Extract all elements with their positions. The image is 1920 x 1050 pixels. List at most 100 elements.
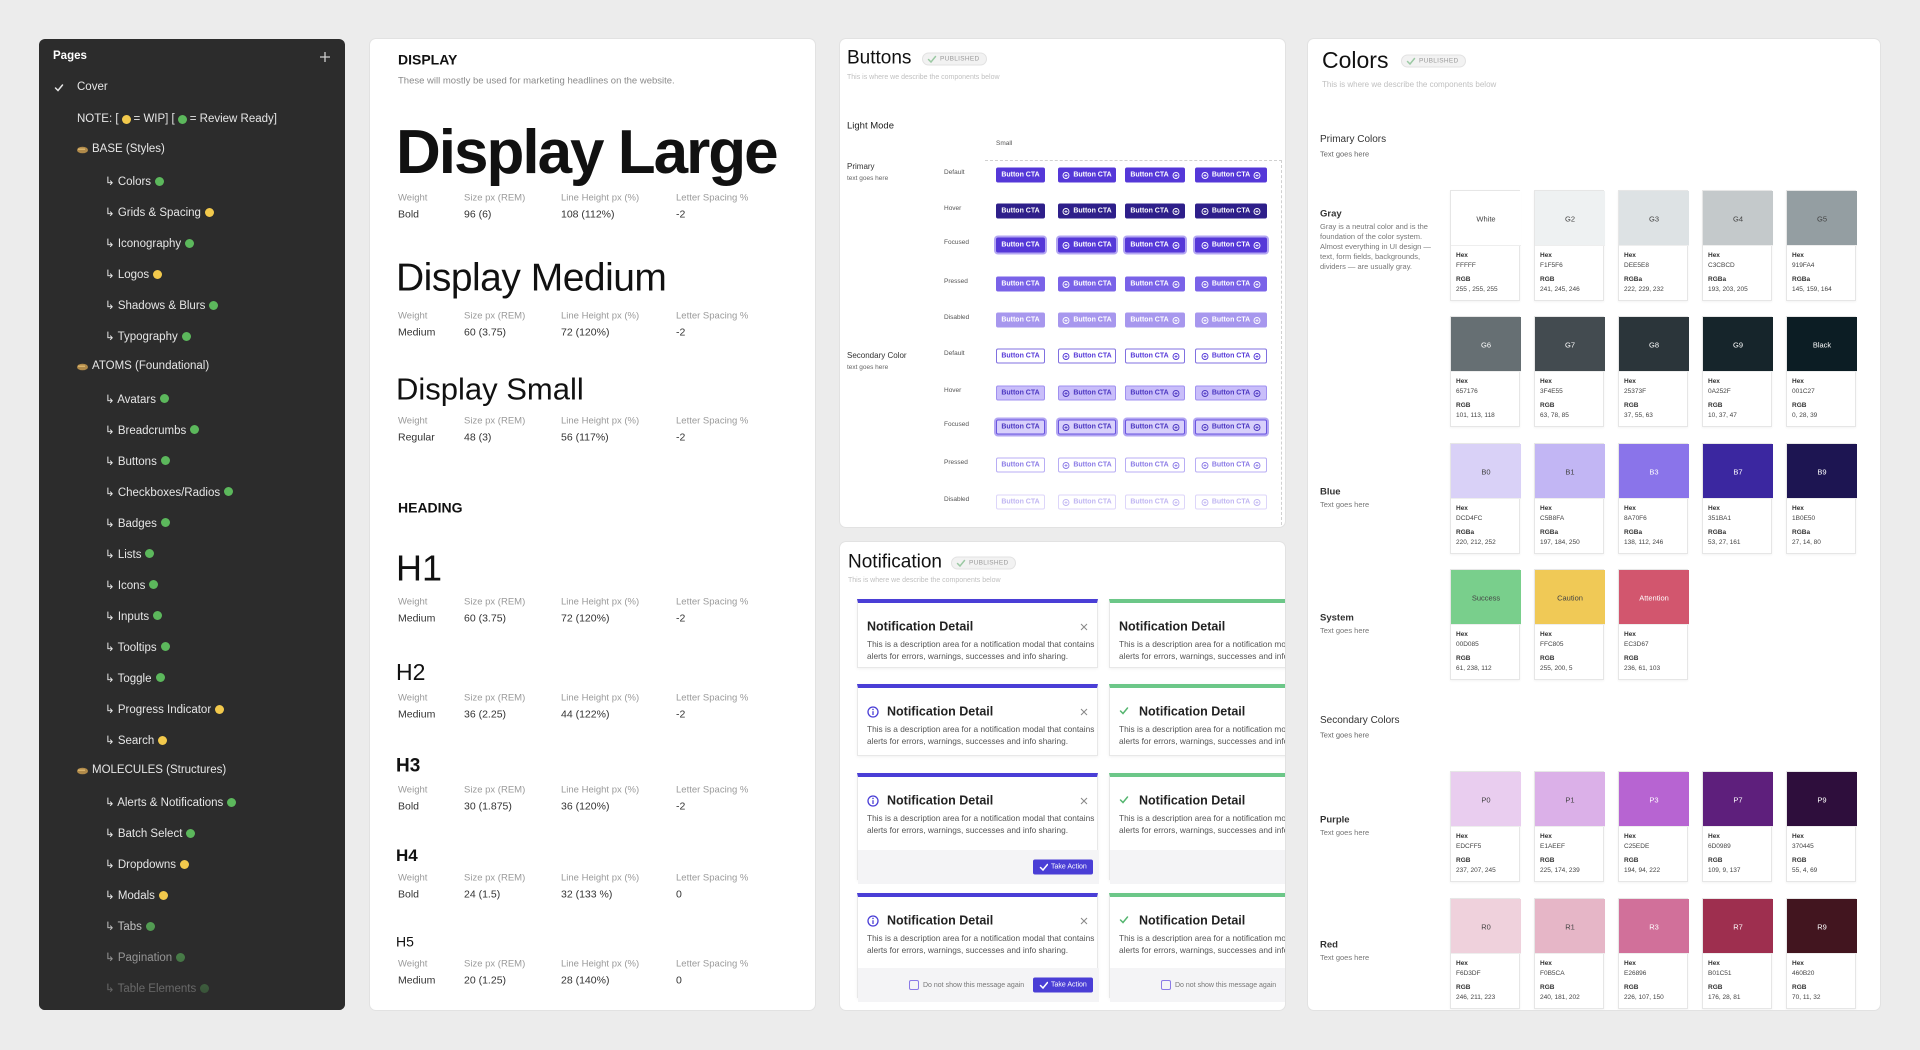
checkbox[interactable]: Do not show this message again <box>1161 980 1276 990</box>
page-label: ↳ Colors <box>105 176 152 189</box>
status-dot <box>186 828 196 838</box>
hex-label: Hex <box>1456 960 1468 968</box>
spec-value: -2 <box>676 326 686 339</box>
button[interactable]: Button CTA <box>996 312 1045 328</box>
spec-value: Medium <box>398 708 436 721</box>
action-button[interactable]: Take Action <box>1033 977 1093 993</box>
button[interactable]: Button CTA <box>1195 419 1267 435</box>
page-label: ↳ Batch Select <box>105 828 183 841</box>
button[interactable]: Button CTA <box>1195 276 1267 292</box>
action-button[interactable]: Take Action <box>1033 859 1093 875</box>
button[interactable]: Button CTA <box>996 276 1045 292</box>
swatch-color: P0 <box>1451 772 1521 827</box>
button[interactable]: Button CTA <box>1125 385 1185 401</box>
button[interactable]: Button CTA <box>996 419 1045 435</box>
color-swatch: P9 Hex 370445 RGB 55, 4, 69 <box>1786 771 1857 882</box>
button-label: Button CTA <box>1211 280 1251 288</box>
button[interactable]: Button CTA <box>1195 312 1267 328</box>
button[interactable]: Button CTA <box>1058 494 1116 510</box>
page-item: ↳ Logos <box>105 267 163 281</box>
group-label: Gray <box>1320 208 1342 220</box>
badge-text: PUBLISHED <box>969 559 1009 567</box>
current-page-check <box>54 84 64 92</box>
swatch-name: R0 <box>1481 922 1491 932</box>
button[interactable]: Button CTA <box>1125 494 1185 510</box>
page-item: ↳ Toggle <box>105 671 165 685</box>
button-label: Button CTA <box>1211 171 1251 179</box>
action-label: Take Action <box>1051 981 1087 989</box>
button-icon-part <box>1201 171 1209 179</box>
hex-value: F6D3DF <box>1456 970 1481 978</box>
badge-check <box>1406 57 1416 66</box>
spec-label: Weight <box>398 872 428 884</box>
hex-value: DEE5E8 <box>1624 262 1649 270</box>
button[interactable]: Button CTA <box>996 348 1045 364</box>
button[interactable]: Button CTA <box>1195 237 1267 253</box>
button[interactable]: Button CTA <box>1195 494 1267 510</box>
note-text: NOTE: [ <box>77 113 119 126</box>
checkbox[interactable]: Do not show this message again <box>909 980 1024 990</box>
swatch-color: B1 <box>1535 444 1605 499</box>
hex-value: 001C27 <box>1792 388 1815 396</box>
button[interactable]: Button CTA <box>1125 312 1185 328</box>
button[interactable]: Button CTA <box>996 457 1045 473</box>
button-label: Button CTA <box>1001 389 1040 397</box>
button[interactable]: Button CTA <box>1058 348 1116 364</box>
button[interactable]: Button CTA <box>1195 348 1267 364</box>
button[interactable]: Button CTA <box>996 385 1045 401</box>
hex-label: Hex <box>1456 833 1468 841</box>
hex-label: Hex <box>1456 252 1468 260</box>
type-sample: H5 <box>396 933 414 950</box>
button[interactable]: Button CTA <box>996 203 1045 219</box>
rgb-value: 55, 4, 69 <box>1792 867 1818 875</box>
button[interactable]: Button CTA <box>1125 348 1185 364</box>
button[interactable]: Button CTA <box>1058 457 1116 473</box>
button[interactable]: Button CTA <box>1125 203 1185 219</box>
button[interactable]: Button CTA <box>996 494 1045 510</box>
button[interactable]: Button CTA <box>1195 385 1267 401</box>
rgb-label: RGB <box>1540 276 1555 284</box>
swatch-color: R0 <box>1451 899 1521 954</box>
note-text: = WIP] [ <box>133 113 175 126</box>
button[interactable]: Button CTA <box>1195 167 1267 183</box>
button[interactable]: Button CTA <box>1058 276 1116 292</box>
button[interactable]: Button CTA <box>1125 237 1185 253</box>
button-icon-part <box>1255 354 1259 358</box>
spec-label: Letter Spacing % <box>676 415 749 427</box>
swatch-color: R3 <box>1619 899 1689 954</box>
spec-value: Bold <box>398 800 420 813</box>
button[interactable]: Button CTA <box>1058 312 1116 328</box>
button-icon-part <box>1203 391 1207 395</box>
button[interactable]: Button CTA <box>1058 385 1116 401</box>
button[interactable]: Button CTA <box>1058 419 1116 435</box>
button-icon-part <box>1174 243 1178 247</box>
button[interactable]: Button CTA <box>1195 457 1267 473</box>
status-dot <box>177 114 187 124</box>
rgb-label: RGB <box>1624 655 1639 663</box>
badge-check-part <box>1406 57 1416 66</box>
button[interactable]: Button CTA <box>1058 167 1116 183</box>
swatch-color: Attention <box>1619 570 1689 625</box>
button[interactable]: Button CTA <box>996 167 1045 183</box>
spec-value: 108 (112%) <box>561 208 615 221</box>
rgb-value: 237, 207, 245 <box>1456 867 1496 875</box>
button-label: Button CTA <box>1073 207 1112 215</box>
button[interactable]: Button CTA <box>1125 276 1185 292</box>
button[interactable]: Button CTA <box>1058 237 1116 253</box>
group-label: System <box>1320 612 1354 624</box>
hex-value: EC3D67 <box>1624 641 1649 649</box>
swatch-name: P7 <box>1733 795 1743 805</box>
button[interactable]: Button CTA <box>1195 203 1267 219</box>
button[interactable]: Button CTA <box>1125 457 1185 473</box>
button-label: Button CTA <box>1130 316 1169 324</box>
type-sample: Display Small <box>396 371 584 407</box>
button[interactable]: Button CTA <box>996 237 1045 253</box>
button[interactable]: Button CTA <box>1125 419 1185 435</box>
button-icon <box>1201 207 1209 215</box>
color-swatch: Attention Hex EC3D67 RGB 236, 61, 103 <box>1618 569 1689 680</box>
button-icon-part <box>1062 389 1070 397</box>
button[interactable]: Button CTA <box>1125 167 1185 183</box>
button[interactable]: Button CTA <box>1058 203 1116 219</box>
color-swatch: G4 Hex C3CBCD RGBa 193, 203, 205 <box>1702 190 1773 301</box>
button-icon-part <box>1255 282 1259 286</box>
